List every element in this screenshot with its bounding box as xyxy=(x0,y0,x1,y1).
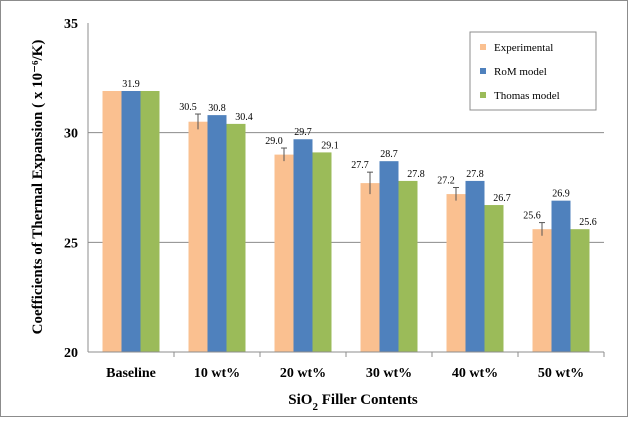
legend-swatch xyxy=(480,68,486,74)
data-label: 26.9 xyxy=(552,189,570,200)
bar xyxy=(207,115,227,353)
bar xyxy=(312,152,332,352)
x-tick-label: Baseline xyxy=(106,366,156,381)
bar xyxy=(465,180,485,352)
data-label: 30.5 xyxy=(179,102,197,113)
bar xyxy=(360,183,380,352)
data-label: 31.9 xyxy=(122,79,140,90)
data-label: 28.7 xyxy=(380,149,398,160)
data-label: 27.2 xyxy=(437,176,455,187)
data-label: 25.6 xyxy=(523,211,541,222)
bar xyxy=(398,180,418,352)
x-tick-label: 50 wt% xyxy=(538,366,584,381)
bar xyxy=(102,90,122,352)
x-tick-label: 20 wt% xyxy=(280,366,326,381)
x-tick-label: 30 wt% xyxy=(366,366,412,381)
legend-label: Thomas model xyxy=(494,90,560,102)
bar xyxy=(226,123,246,352)
data-label: 25.6 xyxy=(579,217,597,228)
data-label: 29.1 xyxy=(321,140,339,151)
y-axis-title: Coefficients of Thermal Expansion ( x 10… xyxy=(30,40,46,335)
bar xyxy=(484,205,504,352)
y-tick-label: 25 xyxy=(64,236,78,251)
y-tick-label: 20 xyxy=(64,346,78,361)
x-tick-label: 10 wt% xyxy=(194,366,240,381)
data-label: 27.8 xyxy=(407,169,425,180)
legend-label: RoM model xyxy=(494,66,547,78)
x-tick-label: 40 wt% xyxy=(452,366,498,381)
data-label: 27.7 xyxy=(351,160,369,171)
bar xyxy=(446,194,466,352)
bar xyxy=(570,229,590,352)
x-axis-title: SiO2 Filler Contents xyxy=(288,392,418,413)
legend-box xyxy=(469,31,597,111)
legend-swatch xyxy=(480,44,486,50)
bar xyxy=(379,161,399,352)
y-tick-label: 30 xyxy=(64,127,78,142)
data-label: 29.0 xyxy=(265,136,283,147)
legend-swatch xyxy=(480,92,486,98)
bar xyxy=(140,90,160,352)
data-label: 30.8 xyxy=(208,103,226,114)
bar xyxy=(121,90,141,352)
bar xyxy=(188,121,208,352)
y-tick-label: 35 xyxy=(64,17,78,32)
data-label: 30.4 xyxy=(235,112,253,123)
legend-label: Experimental xyxy=(494,42,553,54)
data-label: 27.8 xyxy=(466,169,484,180)
bar xyxy=(293,139,313,352)
data-label: 26.7 xyxy=(493,193,511,204)
bar xyxy=(551,200,571,352)
bar xyxy=(532,229,552,352)
data-label: 29.7 xyxy=(294,127,312,138)
bar xyxy=(274,154,294,352)
